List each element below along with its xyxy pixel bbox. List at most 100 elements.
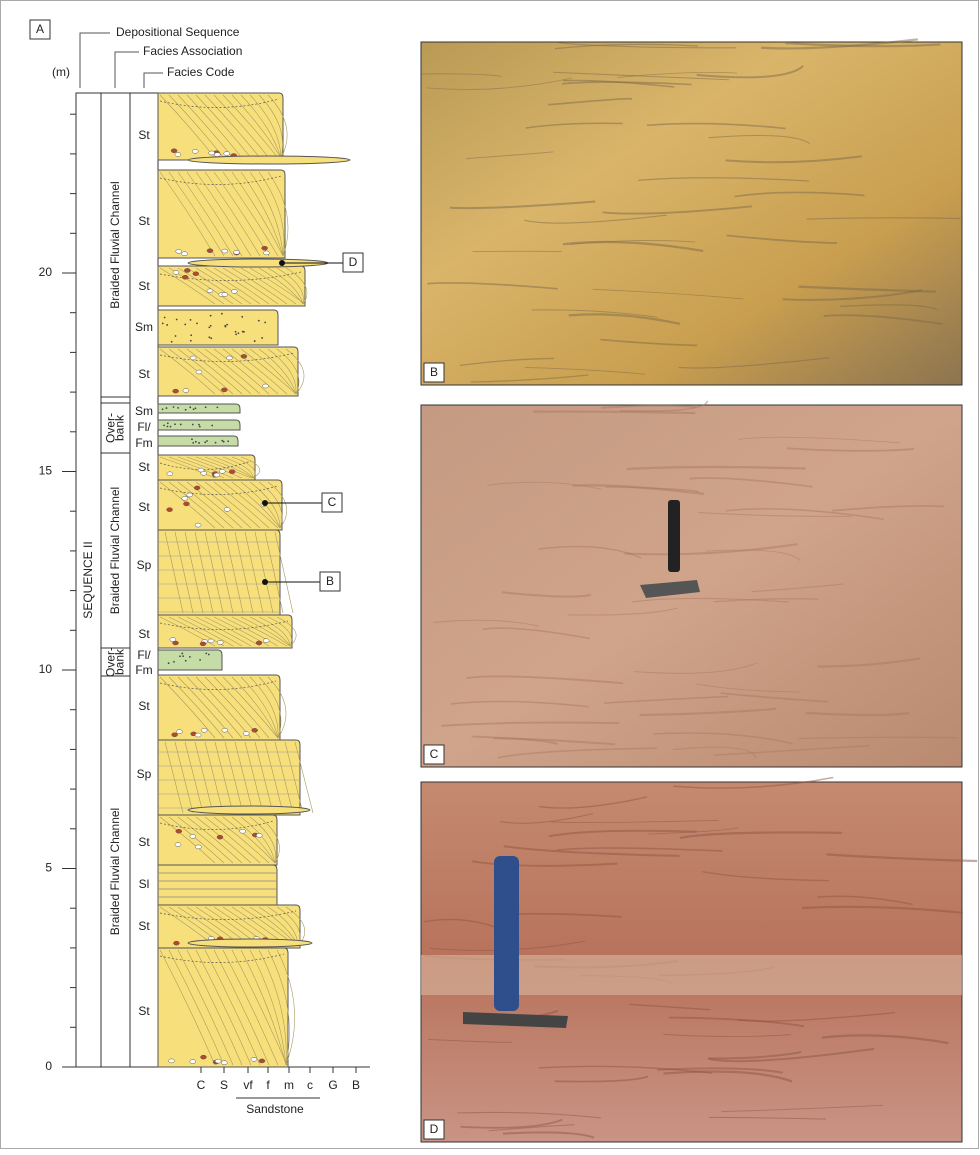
facies-code: Fm — [135, 436, 152, 450]
grain — [180, 424, 182, 426]
grain — [181, 653, 183, 655]
grain — [208, 336, 210, 338]
grain — [166, 324, 168, 326]
pebble — [224, 152, 230, 156]
grain — [227, 440, 229, 442]
lag — [188, 806, 310, 814]
grain-size: f — [266, 1078, 270, 1092]
panel-label: D — [430, 1122, 439, 1136]
bed — [158, 347, 298, 396]
panel-label: B — [430, 365, 438, 379]
facies-code: Sl — [139, 877, 150, 891]
grain — [192, 442, 194, 444]
grain — [211, 425, 213, 427]
photos: BCD — [421, 39, 977, 1142]
pebble — [262, 246, 268, 250]
grain — [166, 407, 168, 409]
pebble — [208, 639, 214, 643]
facies-code: St — [138, 919, 150, 933]
pebble — [173, 389, 179, 393]
grain — [162, 408, 164, 410]
pebble — [226, 356, 232, 360]
pebble — [240, 829, 246, 833]
grain — [174, 423, 176, 425]
pebble — [170, 638, 176, 642]
depth-label: 0 — [45, 1059, 52, 1073]
pebble — [196, 370, 202, 374]
pebble — [259, 1059, 265, 1063]
pebble — [195, 733, 201, 737]
association-label: Braided Fluvial Channel — [108, 487, 122, 614]
grain — [208, 326, 210, 328]
panel-label: D — [349, 255, 358, 269]
grain — [210, 337, 212, 339]
pebble — [182, 275, 188, 279]
bed — [158, 530, 280, 615]
pebble — [263, 639, 269, 643]
grain — [195, 441, 197, 443]
facies-code: St — [138, 500, 150, 514]
grain — [198, 442, 200, 444]
facies-code: St — [138, 1004, 150, 1018]
pebble — [263, 251, 269, 255]
pebble — [200, 1055, 206, 1059]
facies-code: Fl/ — [137, 648, 151, 662]
figure: ADepositional SequenceFacies Association… — [0, 0, 980, 1150]
grain — [168, 662, 170, 664]
pebble — [256, 833, 262, 837]
grain-size: C — [197, 1078, 206, 1092]
association-label: bank — [113, 414, 127, 441]
pebble — [222, 292, 228, 296]
pebble — [176, 829, 182, 833]
pebble — [194, 486, 200, 490]
pebble — [217, 640, 223, 644]
grain — [173, 661, 175, 663]
facies-code: St — [138, 367, 150, 381]
pebble — [209, 151, 215, 155]
grain — [210, 325, 212, 327]
pebble — [215, 1059, 221, 1063]
pebble — [222, 728, 228, 732]
grain — [167, 426, 169, 428]
pebble — [173, 270, 179, 274]
grain — [221, 440, 223, 442]
facies-code: Fl/ — [137, 420, 151, 434]
header-bracket — [115, 52, 139, 88]
bed — [158, 865, 277, 905]
pebble — [221, 388, 227, 392]
pebble — [173, 941, 179, 945]
pebble — [219, 469, 225, 473]
grain-size: S — [220, 1078, 228, 1092]
panel-label: C — [328, 495, 337, 509]
facies-code: Sp — [137, 558, 152, 572]
grain — [208, 654, 210, 656]
pebble — [201, 728, 207, 732]
pebble — [187, 493, 193, 497]
hammer-handle — [494, 856, 519, 1011]
sequence-label: SEQUENCE II — [81, 541, 95, 618]
pebble — [172, 733, 178, 737]
grain — [206, 440, 208, 442]
grain-group: Sandstone — [246, 1102, 304, 1116]
pebble — [175, 843, 181, 847]
pebble — [243, 732, 249, 736]
pebble — [182, 252, 188, 256]
association-label: bank — [113, 648, 127, 675]
facies-code: St — [138, 699, 150, 713]
pebble — [176, 249, 182, 253]
unit: (m) — [52, 65, 70, 79]
grain — [235, 333, 237, 335]
grain — [173, 406, 175, 408]
grain — [221, 313, 223, 315]
grain — [242, 331, 244, 333]
pebble — [182, 496, 188, 500]
pebble — [229, 470, 235, 474]
grain — [179, 655, 181, 657]
grain — [210, 315, 212, 317]
grain — [198, 424, 200, 426]
grain-size: B — [352, 1078, 360, 1092]
grain — [185, 660, 187, 662]
facies-code: St — [138, 835, 150, 849]
pebble — [221, 1061, 227, 1065]
lag — [188, 939, 312, 947]
